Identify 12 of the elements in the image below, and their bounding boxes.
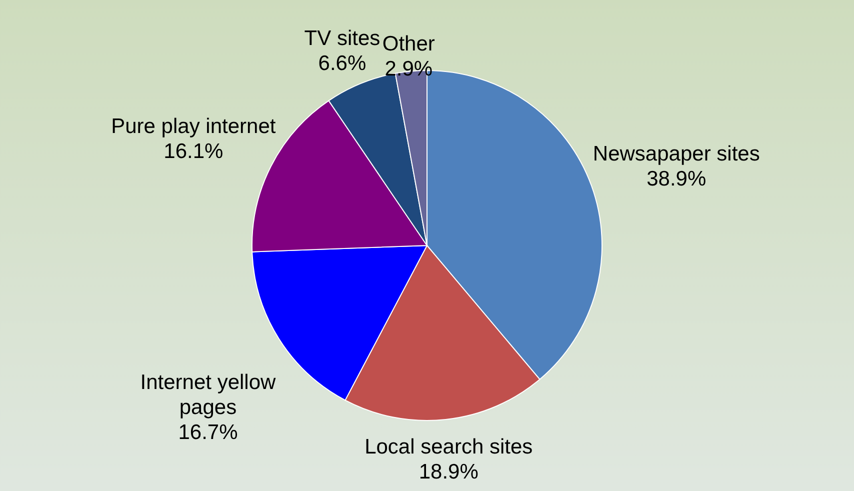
slice-label: Newsapaper sites (592, 142, 760, 166)
data-label: 6.6% (318, 52, 366, 75)
slice-label: Local search sites (364, 435, 533, 458)
data-label: 16.7% (178, 420, 238, 444)
data-label: 38.9% (646, 167, 706, 190)
slice-label: Pure play internet (111, 115, 276, 138)
slice-label: TV sites (304, 26, 380, 50)
slice-label: Other (382, 32, 435, 56)
data-label: 2.9% (384, 58, 433, 81)
data-label: 18.9% (418, 460, 478, 484)
slice-label: Internet yellow pages (140, 370, 277, 419)
data-label: 16.1% (164, 140, 224, 164)
